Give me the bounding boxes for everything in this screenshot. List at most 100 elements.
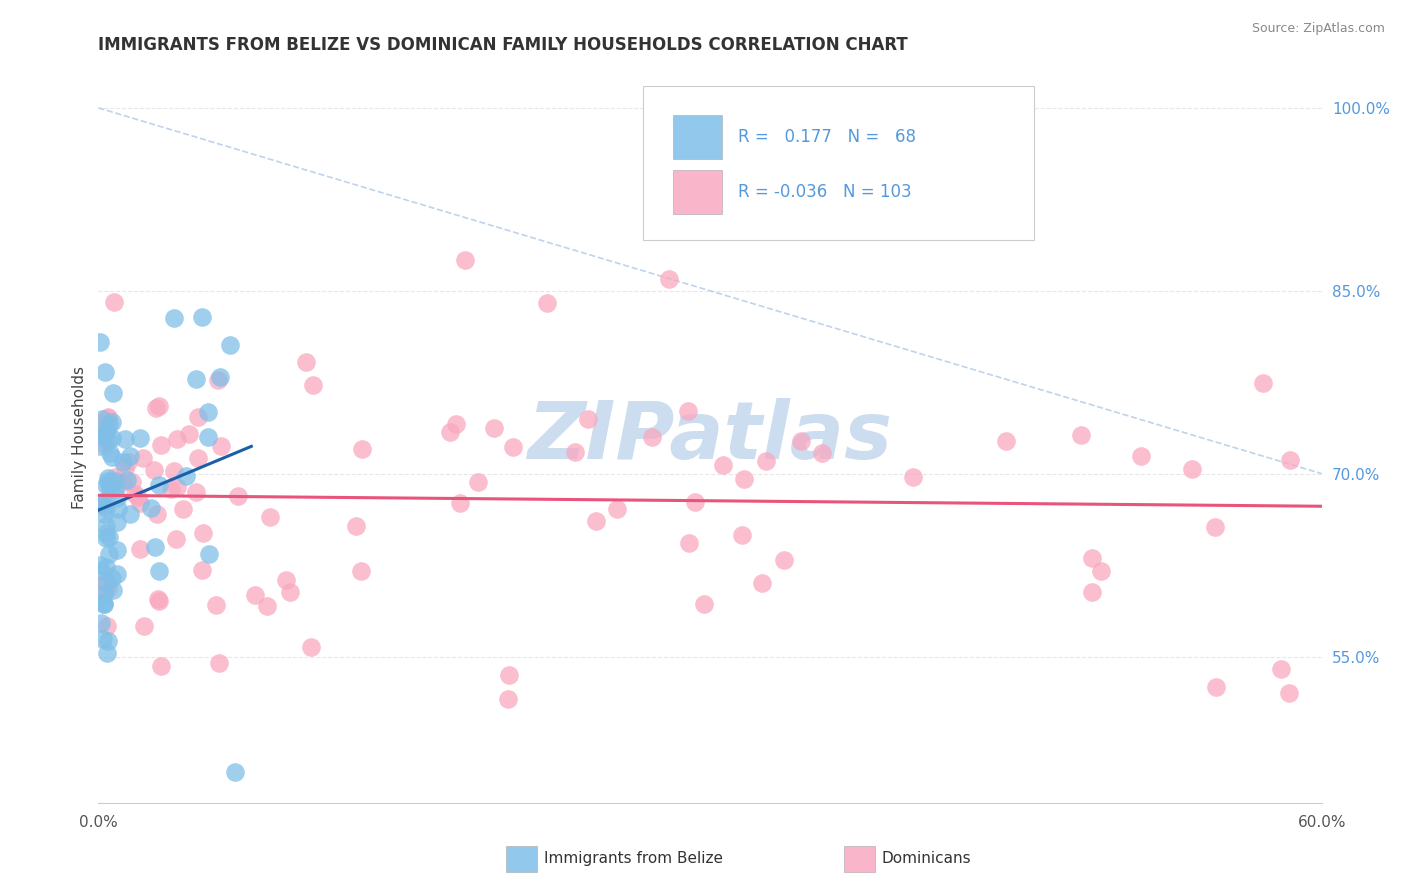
Point [94,501,117,516]
Point [148,478,170,492]
Point [98,547,121,561]
Bar [673,170,723,214]
Point [1129,449,1152,463]
Point [96,646,118,660]
Text: IMMIGRANTS FROM BELIZE VS DOMINICAN FAMILY HOUSEHOLDS CORRELATION CHART: IMMIGRANTS FROM BELIZE VS DOMINICAN FAMI… [98,36,908,54]
Point [93,425,115,440]
Point [165,532,187,546]
Point [124,487,146,501]
Point [114,461,136,475]
Point [104,474,127,488]
Point [96,525,118,540]
Point [346,519,368,533]
Point [121,475,143,489]
Point [658,271,681,285]
Point [93,508,115,522]
Point [90,615,112,630]
Point [100,431,122,445]
Point [94,413,117,427]
Point [146,507,169,521]
Point [149,659,172,673]
Point [98,482,121,496]
Point [145,401,167,416]
Point [128,431,150,445]
Point [564,445,586,459]
Point [1251,376,1274,390]
Point [454,253,477,268]
Point [1204,519,1226,533]
Point [139,501,162,516]
Point [536,296,558,310]
Point [128,496,150,510]
Point [184,484,207,499]
Point [114,432,136,446]
Point [187,450,209,465]
Point [91,595,114,609]
Point [207,373,229,387]
Point [105,491,128,506]
Point [101,571,124,585]
Point [197,430,219,444]
Point [640,430,662,444]
Point [103,295,125,310]
Point [91,632,114,646]
Point [97,581,120,595]
Point [89,497,111,511]
Point [89,439,111,453]
Point [104,483,127,497]
Point [128,541,150,556]
Text: Immigrants from Belize: Immigrants from Belize [544,852,723,866]
Point [120,508,142,522]
FancyBboxPatch shape [643,86,1035,240]
Point [191,563,214,577]
Point [101,415,124,429]
Point [693,597,716,611]
Point [755,454,778,468]
Point [94,365,117,379]
Point [1270,662,1292,676]
Point [132,618,155,632]
Point [274,574,297,588]
Point [101,582,124,597]
Point [112,454,135,468]
Point [97,530,120,544]
Point [685,495,707,509]
Point [191,525,214,540]
Point [96,619,118,633]
Point [301,378,323,392]
Point [127,490,149,504]
Point [118,449,141,463]
Point [93,587,115,601]
Point [117,455,139,469]
Point [197,404,219,418]
Point [496,692,519,706]
Point [295,355,318,369]
Point [585,514,607,528]
Point [1181,462,1204,476]
Text: ZIPatlas: ZIPatlas [527,398,893,476]
Point [98,446,121,460]
Point [104,470,127,484]
Point [449,496,471,510]
Point [259,509,281,524]
Point [93,597,115,611]
Point [205,598,228,612]
Point [132,450,155,465]
Point [733,472,755,486]
Point [96,519,118,533]
Point [299,640,322,655]
Point [208,657,231,671]
Point [444,417,467,431]
Point [97,433,120,447]
Point [93,437,115,451]
Point [198,547,221,561]
Point [498,667,520,682]
Point [1090,564,1112,578]
Point [115,473,138,487]
Point [186,372,208,386]
Point [166,432,188,446]
Point [711,458,734,473]
Point [105,515,128,529]
Point [163,311,186,326]
Point [219,337,242,351]
